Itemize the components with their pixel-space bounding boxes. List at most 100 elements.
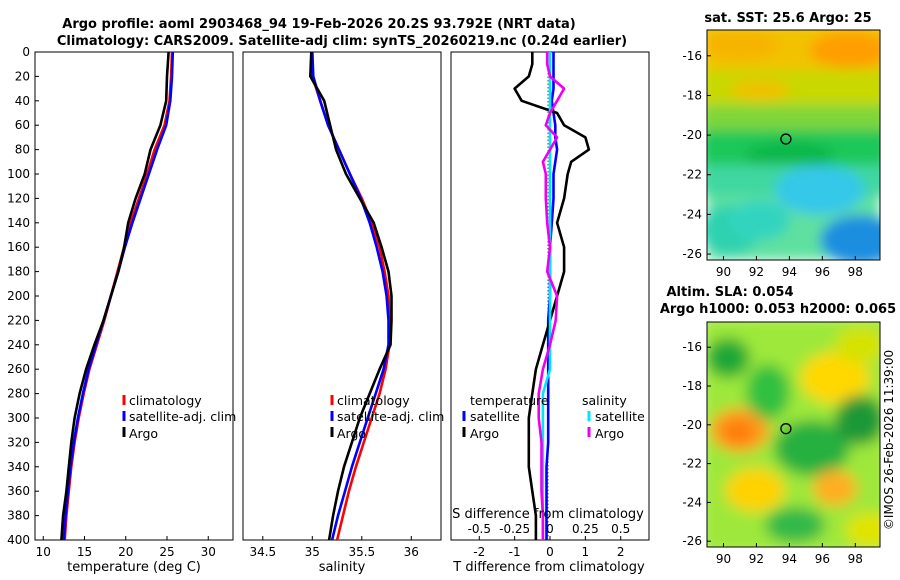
- temperature-profiles: [60, 52, 175, 540]
- depth-tick-label: 240: [7, 338, 30, 352]
- lon-tick-label: 92: [749, 265, 764, 279]
- lat-tick-label: -24: [682, 495, 702, 509]
- lat-tick-label: -20: [682, 128, 702, 142]
- x-tick-label: 1: [582, 545, 590, 559]
- salinity-satellite-difference: [541, 52, 552, 540]
- depth-tick-label: 120: [7, 191, 30, 205]
- x-tick-label: 30: [201, 545, 216, 559]
- depth-tick-label: 320: [7, 435, 30, 449]
- figure-title-line2: Climatology: CARS2009. Satellite-adj cli…: [57, 34, 627, 49]
- depth-tick-label: 280: [7, 387, 30, 401]
- s-difference-axis: -0.5 -0.25 0 0.25 0.5: [468, 522, 631, 536]
- depth-tick-label: 400: [7, 533, 30, 547]
- float-position-marker: [780, 423, 792, 435]
- depth-tick-label: 140: [7, 216, 30, 230]
- depth-tick-label: 220: [7, 313, 30, 327]
- argo-profile: [60, 52, 170, 540]
- depth-tick-label: 340: [7, 460, 30, 474]
- sst-map-panel: sat. SST: 25.6 Argo: 25 90 92 94 96 98 -16 -18…: [682, 11, 881, 279]
- x-tick-label: 2: [617, 545, 625, 559]
- x-tick-label: 25: [159, 545, 174, 559]
- legend-t-satellite-label: satellite: [470, 409, 520, 424]
- sla-map-title-line2: Argo h1000: 0.053 h2000: 0.065: [660, 302, 896, 317]
- s-difference-label: S difference from climatology: [452, 507, 644, 522]
- salinity-argo-difference: [537, 52, 566, 540]
- difference-axis: -2 -1 0 1 2: [473, 536, 625, 559]
- temperature-panel: 0 20 40 60 80 100 120 140 160 180 200 220 240 260 280 3…: [7, 45, 236, 575]
- sla-map-axes: 90 92 94 96 98 -16 -18 -20 -22 -24 -26: [682, 340, 863, 566]
- lat-tick-label: -26: [682, 247, 702, 261]
- sla-map-field: [707, 322, 880, 547]
- lon-tick-label: 92: [749, 552, 764, 566]
- temperature-xlabel: temperature (deg C): [67, 560, 201, 575]
- depth-tick-label: 20: [15, 69, 30, 83]
- x-tick-label: 36: [404, 545, 419, 559]
- lon-tick-label: 98: [848, 552, 863, 566]
- salinity-legend: climatology satellite-adj. clim Argo: [330, 393, 444, 441]
- temperature-axis: 10 15 20 25 30: [36, 536, 216, 559]
- float-position-marker: [780, 133, 792, 145]
- salinity-panel: 34.5 35 35.5 36 salinity climatology satell…: [242, 51, 444, 575]
- depth-axis: 0 20 40 60 80 100 120 140 160 180 200 220 240 260 280 3…: [7, 45, 39, 547]
- legend-climatology-label: climatology: [129, 393, 202, 408]
- x-tick-label: 10: [36, 545, 51, 559]
- salinity-xlabel: salinity: [319, 560, 366, 575]
- difference-profiles: [513, 52, 591, 540]
- s-tick-label: -0.25: [499, 522, 530, 536]
- sla-map-panel: Altim. SLA: 0.054 Argo h1000: 0.053 h200…: [660, 285, 896, 566]
- x-tick-label: 20: [118, 545, 133, 559]
- lat-tick-label: -22: [682, 168, 702, 182]
- x-tick-label: 15: [77, 545, 92, 559]
- x-tick-label: 35: [305, 545, 320, 559]
- lat-tick-label: -26: [682, 534, 702, 548]
- sla-map-title-line1: Altim. SLA: 0.054: [667, 285, 794, 300]
- temperature-argo-difference: [513, 52, 591, 540]
- legend-satellite-label: satellite-adj. clim: [337, 409, 444, 424]
- s-tick-label: 0.5: [611, 522, 630, 536]
- imos-timestamp-watermark: ©IMOS 26-Feb-2026 11:39:00: [882, 350, 896, 530]
- depth-tick-label: 100: [7, 167, 30, 181]
- lon-tick-label: 90: [716, 265, 731, 279]
- x-tick-label: -2: [473, 545, 485, 559]
- lon-tick-label: 90: [716, 552, 731, 566]
- depth-tick-label: 200: [7, 289, 30, 303]
- lat-tick-label: -16: [682, 49, 702, 63]
- depth-tick-label: 40: [15, 94, 30, 108]
- sst-map-title: sat. SST: 25.6 Argo: 25: [704, 11, 871, 26]
- depth-tick-label: 0: [22, 45, 30, 59]
- legend-satellite-label: satellite-adj. clim: [129, 409, 236, 424]
- salinity-axis: 34.5 35 35.5 36: [249, 536, 419, 559]
- legend-climatology-label: climatology: [337, 393, 410, 408]
- legend-argo-label: Argo: [129, 426, 158, 441]
- difference-legend-temperature: temperature satellite Argo: [462, 393, 549, 441]
- x-tick-label: 34.5: [249, 545, 276, 559]
- legend-argo-label: Argo: [337, 426, 366, 441]
- salinity-profiles: [308, 52, 393, 540]
- sst-map-frame: [706, 29, 881, 261]
- depth-tick-label: 160: [7, 240, 30, 254]
- depth-tick-label: 360: [7, 484, 30, 498]
- satellite-adj-clim-profile: [310, 52, 390, 540]
- s-tick-label: -0.5: [468, 522, 491, 536]
- s-tick-label: 0.25: [572, 522, 599, 536]
- x-tick-label: 35.5: [348, 545, 375, 559]
- t-difference-xlabel: T difference from climatology: [452, 560, 645, 575]
- satellite-adj-clim-profile: [62, 52, 175, 540]
- difference-legend-salinity: salinity satellite Argo: [582, 393, 645, 441]
- salinity-axes-frame: [242, 51, 442, 541]
- x-tick-label: -1: [509, 545, 521, 559]
- legend-s-satellite-label: satellite: [595, 409, 645, 424]
- temperature-axes-frame: [34, 51, 234, 541]
- temperature-satellite-difference: [545, 52, 559, 540]
- lon-tick-label: 96: [815, 552, 830, 566]
- sla-map-frame: [706, 321, 881, 548]
- lat-tick-label: -22: [682, 457, 702, 471]
- figure-title-line1: Argo profile: aoml 2903468_94 19-Feb-202…: [62, 17, 575, 32]
- argo-profile: [308, 52, 393, 540]
- depth-tick-label: 260: [7, 362, 30, 376]
- lat-tick-label: -18: [682, 379, 702, 393]
- legend-temperature-title: temperature: [470, 393, 549, 408]
- lat-tick-label: -20: [682, 418, 702, 432]
- climatology-profile: [63, 52, 174, 540]
